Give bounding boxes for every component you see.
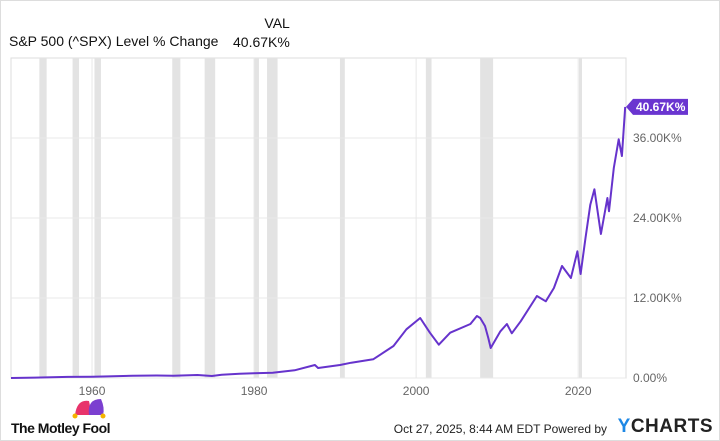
legend-series-name: S&P 500 (^SPX) Level % Change (9, 33, 219, 49)
series-line (10, 106, 627, 379)
x-tick-label: 2000 (403, 384, 430, 398)
powered-by: Powered by (543, 422, 607, 436)
legend-column-header: VAL (264, 15, 290, 31)
footer-timestamp: Oct 27, 2025, 8:44 AM EDT Powered by (394, 422, 607, 436)
y-tick-label: 0.00% (633, 371, 667, 385)
ycharts-logo: YCHARTS (618, 416, 713, 438)
legend-series-value: 40.67K% (233, 34, 290, 50)
x-tick-label: 2020 (565, 384, 592, 398)
x-tick-label: 1980 (241, 384, 268, 398)
brand-name: The Motley Fool (11, 420, 111, 436)
last-value-label: 40.67K% (636, 100, 686, 114)
legend-value-column: VAL 40.67K% (233, 14, 290, 52)
y-tick-label: 12.00K% (633, 291, 682, 305)
timestamp: Oct 27, 2025, 8:44 AM EDT (393, 422, 541, 436)
ycharts-rest: CHARTS (630, 416, 713, 437)
x-tick-label: 1960 (79, 384, 106, 398)
y-tick-label: 24.00K% (633, 211, 682, 225)
jester-hat-icon (72, 399, 106, 419)
last-value-badge (626, 98, 688, 115)
ycharts-y: Y (617, 416, 631, 437)
y-tick-label: 36.00K% (633, 131, 682, 145)
